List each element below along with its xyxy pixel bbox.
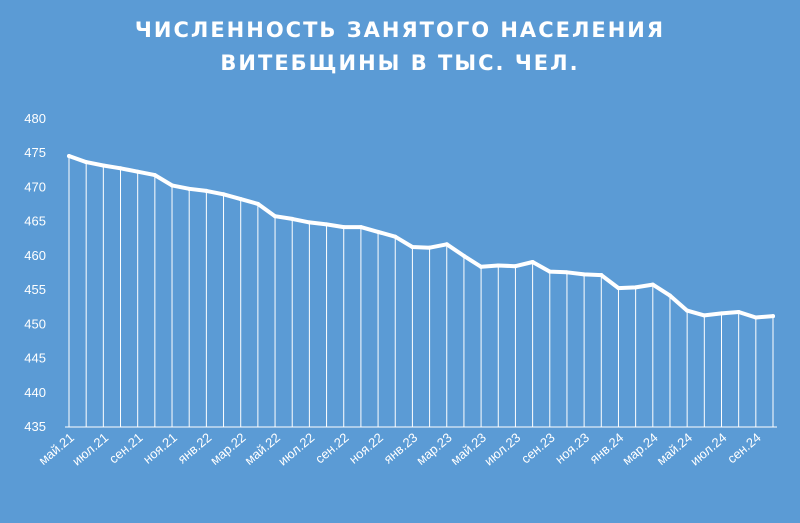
data-point [341,225,346,230]
x-tick-label: июл.21 [69,430,111,469]
series-line [67,154,775,320]
chart-title: ЧИСЛЕННОСТЬ ЗАНЯТОГО НАСЕЛЕНИЯ ВИТЕБЩИНЫ… [0,14,800,80]
data-point [152,173,157,178]
data-point [187,186,192,191]
data-point [101,163,106,168]
data-point [736,310,741,315]
data-point [599,273,604,278]
data-point [616,286,621,291]
chart-title-line-1: ЧИСЛЕННОСТЬ ЗАНЯТОГО НАСЕЛЕНИЯ [134,18,666,42]
data-point [702,313,707,318]
x-tick-label: сен.23 [518,430,558,467]
data-point [496,263,501,268]
x-tick-label: мар.24 [619,430,660,468]
x-tick-label: мар.22 [207,430,248,468]
x-tick-label: июл.23 [481,430,523,469]
y-tick-label: 450 [24,316,46,331]
data-point [84,160,89,165]
x-tick-label: сен.22 [312,430,352,467]
data-point [290,216,295,221]
x-tick-label: май.23 [448,430,489,468]
data-point [358,225,363,230]
data-point [582,272,587,277]
data-point [479,264,484,269]
data-point [273,214,278,219]
x-tick-label: янв.22 [175,430,215,467]
x-tick-label: ноя.23 [552,430,592,467]
x-tick-label: сен.24 [724,430,764,467]
data-point [204,188,209,193]
data-point [444,242,449,247]
data-point [307,220,312,225]
y-tick-label: 480 [24,111,46,126]
data-point [633,285,638,290]
x-tick-label: ноя.22 [346,430,386,467]
x-tick-label: сен.21 [106,430,146,467]
y-tick-label: 455 [24,282,46,297]
x-tick-label: май.21 [35,430,76,468]
data-point [461,253,466,258]
data-point [667,293,672,298]
y-tick-label: 435 [24,419,46,434]
data-point [685,308,690,313]
data-point [650,282,655,287]
x-tick-label: мар.23 [413,430,454,468]
y-tick-label: 460 [24,248,46,263]
data-point [393,234,398,239]
data-point [135,169,140,174]
y-tick-label: 440 [24,385,46,400]
chart-title-line-2: ВИТЕБЩИНЫ В ТЫС. ЧЕЛ. [220,51,580,75]
x-tick-label: май.22 [242,430,283,468]
x-tick-label: ноя.21 [140,430,180,467]
data-point [530,260,535,265]
data-point [427,245,432,250]
data-point [221,192,226,197]
data-point [118,166,123,171]
data-point [771,314,775,319]
x-tick-label: июл.24 [687,430,729,469]
data-point [67,153,71,158]
data-point [547,269,552,274]
data-point [238,197,243,202]
x-tick-label: янв.23 [381,430,421,467]
x-tick-label: июл.22 [275,430,317,469]
data-point [376,229,381,234]
data-point [564,270,569,275]
data-point [753,315,758,320]
x-tick-label: май.24 [654,430,695,468]
data-point [170,183,175,188]
y-tick-label: 475 [24,145,46,160]
data-point [719,311,724,316]
y-tick-label: 470 [24,179,46,194]
x-tick-label: янв.24 [587,430,627,467]
y-tick-label: 445 [24,351,46,366]
y-tick-label: 465 [24,214,46,229]
data-point [324,222,329,227]
data-point [255,201,260,206]
data-point [410,244,415,249]
data-point [513,264,518,269]
